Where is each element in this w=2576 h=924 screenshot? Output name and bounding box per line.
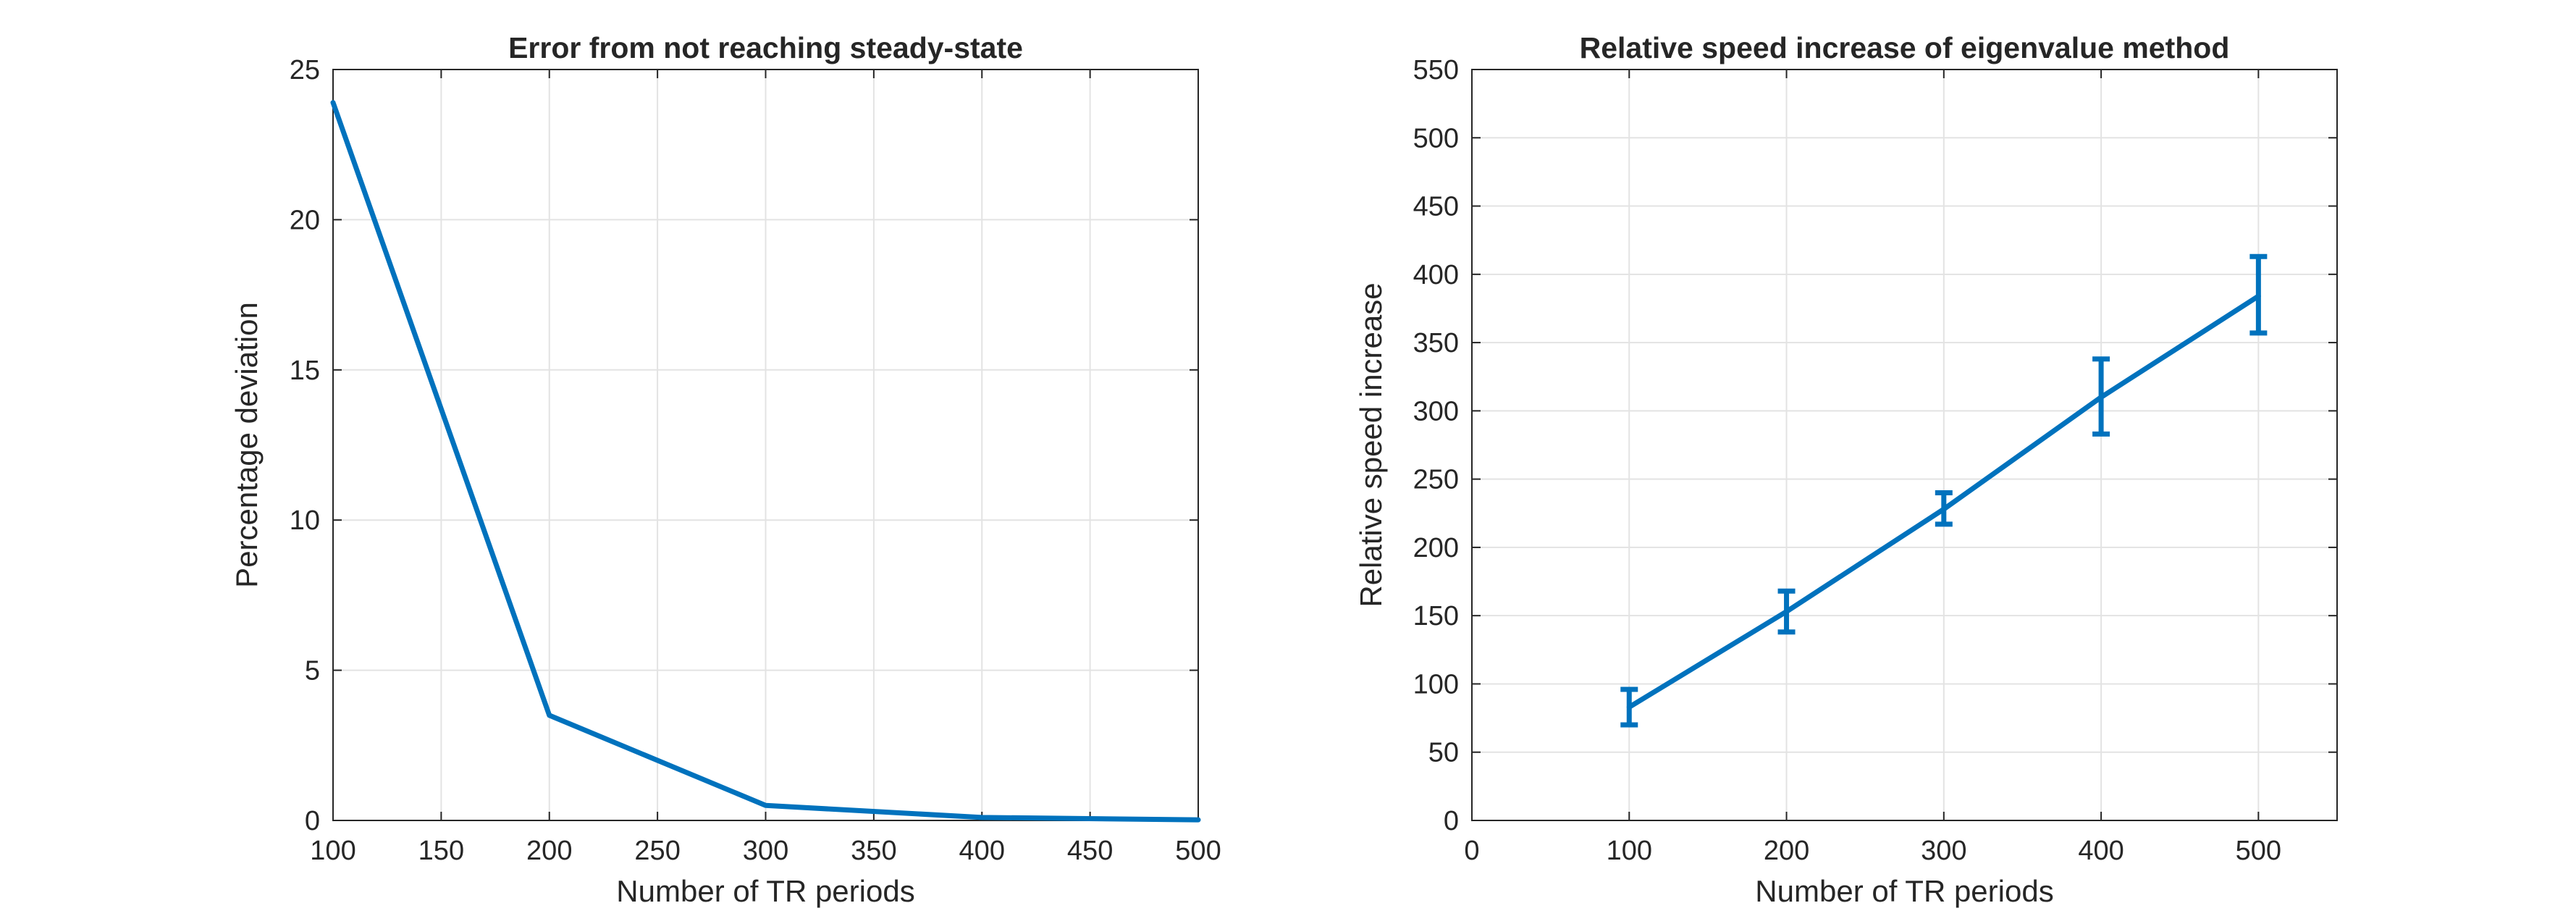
x-tick-label: 200	[1764, 836, 1809, 866]
y-tick-label: 550	[1413, 55, 1459, 85]
y-tick-label: 400	[1413, 260, 1459, 290]
y-axis-label: Relative speed increase	[1354, 282, 1388, 607]
x-tick-label: 200	[526, 836, 572, 866]
y-tick-label: 0	[305, 806, 320, 836]
x-tick-label: 100	[1607, 836, 1652, 866]
y-tick-label: 300	[1413, 396, 1459, 427]
x-tick-label: 500	[2236, 836, 2281, 866]
x-tick-label: 0	[1464, 836, 1479, 866]
x-tick-label: 350	[851, 836, 896, 866]
chart-1: 100 150 200 250 300 350 400 450 500 0 5 10 15 20 25 Err…	[230, 31, 1221, 908]
y-tick-label: 0	[1444, 806, 1459, 836]
y-tick-label: 200	[1413, 533, 1459, 563]
y-tick-label: 500	[1413, 123, 1459, 154]
y-tick-label: 25	[290, 55, 320, 85]
chart-title: Error from not reaching steady-state	[508, 31, 1023, 64]
x-tick-label: 150	[418, 836, 464, 866]
y-tick-label: 15	[290, 356, 320, 386]
y-tick-label: 450	[1413, 192, 1459, 222]
x-tick-label: 400	[2078, 836, 2123, 866]
axes-box	[1472, 70, 2337, 820]
chart-title: Relative speed increase of eigenvalue me…	[1580, 31, 2230, 64]
x-tick-label: 300	[1921, 836, 1966, 866]
x-tick-label: 100	[310, 836, 355, 866]
y-tick-label: 150	[1413, 601, 1459, 631]
x-axis-label: Number of TR periods	[1755, 874, 2053, 908]
x-tick-label: 250	[634, 836, 680, 866]
x-tick-label: 400	[959, 836, 1005, 866]
x-tick-label: 300	[743, 836, 788, 866]
y-tick-label: 350	[1413, 328, 1459, 358]
x-tick-label: 450	[1067, 836, 1113, 866]
y-tick-label: 5	[305, 656, 320, 686]
y-tick-label: 10	[290, 505, 320, 536]
x-axis-label: Number of TR periods	[616, 874, 914, 908]
y-tick-label: 100	[1413, 669, 1459, 700]
chart-2: 0 100 200 300 400 500 0 50 100 150 200 250 300 350 400…	[1354, 31, 2337, 908]
y-tick-label: 250	[1413, 465, 1459, 495]
y-tick-label: 20	[290, 205, 320, 235]
y-axis-label: Percentage deviation	[230, 302, 264, 588]
y-tick-label: 50	[1428, 738, 1459, 768]
x-tick-label: 500	[1175, 836, 1221, 866]
